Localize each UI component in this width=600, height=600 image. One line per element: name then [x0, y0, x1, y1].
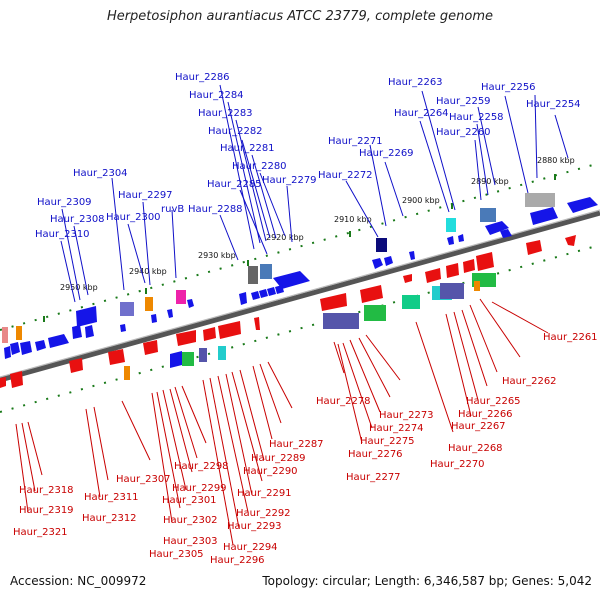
gene-label[interactable]: Haur_2294	[223, 542, 278, 553]
gene-label[interactable]: Haur_2290	[243, 466, 298, 477]
gene-label[interactable]: Haur_2301	[162, 495, 217, 506]
gene-label[interactable]: Haur_2296	[210, 555, 265, 566]
colored-features	[2, 193, 555, 380]
gene-label[interactable]: Haur_2308	[50, 214, 105, 225]
gene-label[interactable]: Haur_2271	[328, 136, 383, 147]
gene-label[interactable]: Haur_2273	[379, 410, 434, 421]
gene-label[interactable]: Haur_2280	[232, 161, 287, 172]
gene-label[interactable]: Haur_2304	[73, 168, 128, 179]
gene-label[interactable]: Haur_2281	[220, 143, 275, 154]
gene-label[interactable]: Haur_2319	[19, 505, 74, 516]
kbp-label: 2940 kbp	[129, 267, 167, 276]
kbp-label: 2900 kbp	[402, 196, 440, 205]
gene-label[interactable]: Haur_2269	[359, 148, 414, 159]
gene-label[interactable]: Haur_2260	[436, 127, 491, 138]
gene-label[interactable]: Haur_2276	[348, 449, 403, 460]
reverse-genes	[0, 235, 576, 388]
gene-label[interactable]: Haur_2254	[526, 99, 581, 110]
gene-label[interactable]: Haur_2293	[227, 521, 282, 532]
gene-label[interactable]: ruvB	[161, 204, 184, 215]
gene-label[interactable]: Haur_2263	[388, 77, 443, 88]
gene-label[interactable]: Haur_2288	[188, 204, 243, 215]
gene-label[interactable]: Haur_2258	[449, 112, 504, 123]
gene-label[interactable]: Haur_2300	[106, 212, 161, 223]
gene-label[interactable]: Haur_2298	[174, 461, 229, 472]
genome-stats-text: Topology: circular; Length: 6,346,587 bp…	[262, 574, 592, 588]
gene-label[interactable]: Haur_2312	[82, 513, 137, 524]
gene-label[interactable]: Haur_2282	[208, 126, 263, 137]
gene-label[interactable]: Haur_2262	[502, 376, 557, 387]
kbp-label: 2950 kbp	[60, 283, 98, 292]
gene-label[interactable]: Haur_2265	[466, 396, 521, 407]
gene-label[interactable]: Haur_2307	[116, 474, 171, 485]
gene-label[interactable]: Haur_2261	[543, 332, 598, 343]
kbp-label: 2880 kbp	[537, 156, 575, 165]
gene-label[interactable]: Haur_2321	[13, 527, 68, 538]
gene-label[interactable]: Haur_2286	[175, 72, 230, 83]
gene-label[interactable]: Haur_2284	[189, 90, 244, 101]
gene-label[interactable]: Haur_2291	[237, 488, 292, 499]
top-leader-lines	[60, 84, 569, 303]
gene-label[interactable]: Haur_2303	[163, 536, 218, 547]
gene-label[interactable]: Haur_2297	[118, 190, 173, 201]
scale-ticks-major	[43, 174, 556, 322]
gene-label[interactable]: Haur_2287	[269, 439, 324, 450]
gene-label[interactable]: Haur_2311	[84, 492, 139, 503]
gene-label[interactable]: Haur_2277	[346, 472, 401, 483]
page-title: Herpetosiphon aurantiacus ATCC 23779, co…	[106, 9, 494, 24]
kbp-label: 2910 kbp	[334, 215, 372, 224]
genome-axis	[0, 209, 600, 383]
kbp-label: 2890 kbp	[471, 177, 509, 186]
kbp-label: 2920 kbp	[266, 233, 304, 242]
forward-genes	[4, 197, 598, 368]
gene-label[interactable]: Haur_2266	[458, 409, 513, 420]
gene-label[interactable]: Haur_2264	[394, 108, 449, 119]
gene-label[interactable]: Haur_2292	[236, 508, 291, 519]
gene-label[interactable]: Haur_2270	[430, 459, 485, 470]
gene-label[interactable]: Haur_2299	[172, 483, 227, 494]
accession-text: Accession: NC_009972	[10, 574, 147, 588]
gene-label[interactable]: Haur_2305	[149, 549, 204, 560]
gene-label[interactable]: Haur_2275	[360, 436, 415, 447]
gene-label[interactable]: Haur_2268	[448, 443, 503, 454]
gene-label[interactable]: Haur_2310	[35, 229, 90, 240]
gene-label[interactable]: Haur_2278	[316, 396, 371, 407]
gene-label[interactable]: Haur_2256	[481, 82, 536, 93]
gene-label[interactable]: Haur_2285	[207, 179, 262, 190]
gene-label[interactable]: Haur_2279	[262, 175, 317, 186]
gene-label[interactable]: Haur_2259	[436, 96, 491, 107]
gene-label[interactable]: Haur_2272	[318, 170, 373, 181]
gene-label[interactable]: Haur_2318	[19, 485, 74, 496]
bottom-leader-lines	[15, 298, 549, 546]
gene-label[interactable]: Haur_2289	[251, 453, 306, 464]
kbp-labels: 2880 kbp 2890 kbp 2900 kbp 2910 kbp 2920…	[60, 156, 575, 292]
gene-label[interactable]: Haur_2283	[198, 108, 253, 119]
top-gene-labels: Haur_2286 Haur_2284 Haur_2283 Haur_2282 …	[35, 72, 581, 240]
gene-label[interactable]: Haur_2274	[369, 423, 424, 434]
bottom-gene-labels: Haur_2261 Haur_2262 Haur_2265 Haur_2266 …	[13, 332, 598, 566]
kbp-label: 2930 kbp	[198, 251, 236, 260]
gene-label[interactable]: Haur_2302	[163, 515, 218, 526]
gene-label[interactable]: Haur_2309	[37, 197, 92, 208]
gene-label[interactable]: Haur_2267	[451, 421, 506, 432]
